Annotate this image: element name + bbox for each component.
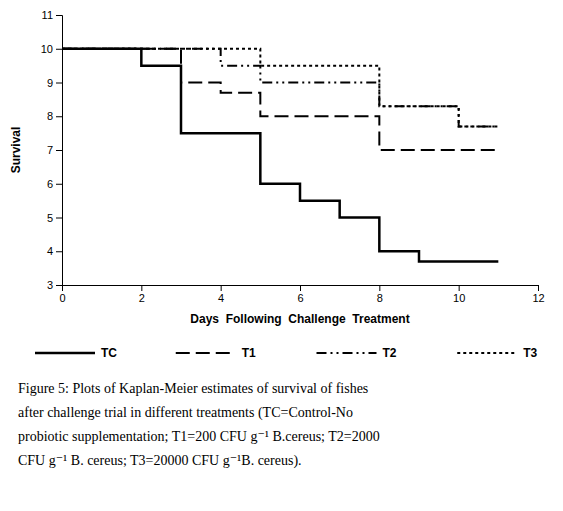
- legend-item: TC: [35, 346, 117, 360]
- y-tick-label: 11: [42, 9, 53, 21]
- y-tick-label: 8: [47, 110, 53, 122]
- x-tick: 12: [532, 285, 544, 304]
- x-axis-line: [63, 286, 539, 292]
- x-tick: 10: [453, 285, 465, 304]
- y-tick-label: 4: [47, 245, 53, 257]
- x-tick-label: 6: [297, 292, 303, 304]
- y-tick: 9: [47, 77, 62, 89]
- y-tick-mark: [56, 218, 62, 219]
- x-tick-label: 2: [139, 292, 145, 304]
- y-axis: 3 4 5 6 7 8 9 10 11: [41, 9, 63, 291]
- y-tick: 6: [47, 178, 62, 190]
- caption-line: CFU g⁻¹ B. cereus; T3=20000 CFU g⁻¹B. ce…: [18, 453, 302, 469]
- caption-line: Figure 5: Plots of Kaplan-Meier estimate…: [18, 381, 368, 396]
- legend-swatch: [176, 352, 236, 354]
- x-tick-label: 0: [59, 292, 65, 304]
- x-tick: 6: [297, 285, 303, 304]
- y-tick: 3: [47, 279, 62, 291]
- caption-line: after challenge trial in different treat…: [18, 405, 353, 421]
- plot: 0 2 4 6 8 10 12 3 4 5 6 7 8 9 10 11: [41, 9, 545, 304]
- x-tick: 2: [139, 285, 145, 304]
- series-line: [62, 49, 498, 127]
- legend-label: TC: [101, 346, 117, 360]
- x-tick-mark: [459, 285, 460, 291]
- x-tick: 4: [218, 285, 224, 304]
- y-tick: 10: [41, 43, 62, 55]
- x-tick-label: 8: [377, 292, 383, 304]
- y-tick: 8: [47, 110, 62, 122]
- x-tick: 8: [377, 285, 383, 304]
- y-axis-line: [56, 16, 63, 286]
- x-tick-mark: [221, 285, 222, 291]
- y-tick-mark: [56, 251, 62, 252]
- x-tick-mark: [379, 285, 380, 291]
- chart: 0 2 4 6 8 10 12 3 4 5 6 7 8 9 10 11 Days Following Chall…: [0, 0, 563, 511]
- y-tick: 7: [47, 144, 62, 156]
- legend-item: T3: [457, 346, 537, 360]
- caption: Figure 5: Plots of Kaplan-Meier estimate…: [18, 381, 380, 469]
- y-tick-mark: [56, 15, 62, 16]
- y-tick-label: 7: [47, 144, 53, 156]
- legend: TC T1 T2 T3: [35, 346, 538, 360]
- y-tick-mark: [56, 285, 62, 286]
- legend-item: T1: [176, 346, 256, 360]
- y-axis-title: Survival: [9, 127, 23, 174]
- y-tick-label: 10: [41, 43, 53, 55]
- x-tick-label: 4: [218, 292, 224, 304]
- y-tick-mark: [56, 83, 62, 84]
- y-tick-label: 3: [47, 279, 53, 291]
- legend-label: T3: [523, 346, 537, 360]
- y-tick: 4: [47, 245, 62, 257]
- y-tick-mark: [56, 116, 62, 117]
- caption-line: probiotic supplementation; T1=200 CFU g⁻…: [18, 429, 380, 444]
- y-tick-label: 6: [47, 178, 53, 190]
- y-tick-mark: [56, 49, 62, 50]
- series-line: [62, 49, 498, 150]
- legend-swatch: [317, 352, 377, 354]
- y-tick-mark: [56, 184, 62, 185]
- legend-label: T1: [242, 346, 256, 360]
- x-axis: 0 2 4 6 8 10 12: [59, 285, 544, 304]
- lines: [62, 49, 498, 262]
- x-tick: 0: [59, 285, 65, 304]
- x-tick-label: 10: [453, 292, 465, 304]
- x-tick-mark: [141, 285, 142, 291]
- y-tick: 11: [42, 9, 62, 21]
- y-tick-label: 9: [47, 77, 53, 89]
- legend-swatch: [457, 352, 517, 354]
- x-tick-mark: [538, 285, 539, 291]
- x-tick-mark: [300, 285, 301, 291]
- y-tick: 5: [47, 212, 62, 224]
- legend-label: T2: [383, 346, 397, 360]
- y-tick-label: 5: [47, 212, 53, 224]
- y-tick-mark: [56, 150, 62, 151]
- x-axis-title: Days Following Challenge Treatment: [190, 312, 409, 326]
- series-line: [62, 49, 498, 262]
- legend-swatch: [35, 352, 95, 355]
- series-line: [62, 49, 498, 127]
- x-tick-label: 12: [532, 292, 544, 304]
- legend-item: T2: [317, 346, 397, 360]
